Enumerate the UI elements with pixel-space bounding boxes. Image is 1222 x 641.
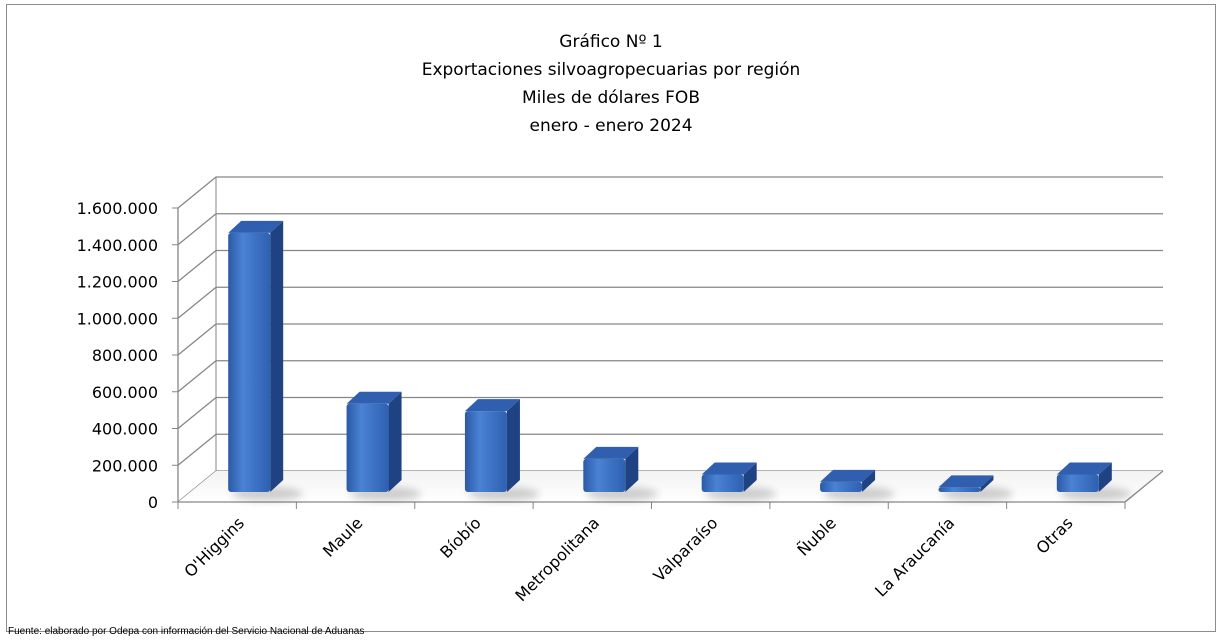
y-tick-label: 400.000 <box>92 420 158 439</box>
bar <box>346 403 389 492</box>
chart-title: Gráfico Nº 1 <box>559 32 663 52</box>
gridline <box>177 433 1163 466</box>
x-category-label: Ñuble <box>794 513 840 559</box>
x-category-label: Metropolitana <box>511 513 603 605</box>
chart-unit-label: Miles de dólares FOB <box>522 88 700 108</box>
gridline <box>177 286 1163 319</box>
bar-top <box>1056 462 1112 475</box>
bar-side <box>388 391 402 492</box>
bar-top <box>228 220 284 233</box>
gridline <box>177 213 1163 246</box>
y-tick-label: 0 <box>148 493 158 512</box>
bar-top <box>583 446 639 459</box>
y-tick-label: 800.000 <box>92 346 158 365</box>
y-tick-label: 1.400.000 <box>77 236 158 255</box>
gridline <box>177 360 1163 393</box>
bar-top <box>938 475 994 488</box>
bar-side <box>1098 462 1112 492</box>
y-tick-label: 1.600.000 <box>77 199 158 218</box>
bar <box>228 232 271 492</box>
bar-side <box>625 446 639 492</box>
bar-side <box>506 399 520 492</box>
bar-top <box>701 462 757 475</box>
bar <box>701 474 744 492</box>
label-layer: 0 200.000 400.000 600.000 800.000 1.000.000 1.… <box>77 199 1077 605</box>
x-category-label: Valparaíso <box>649 513 721 585</box>
bar-layer <box>228 220 1132 501</box>
bar <box>820 481 863 492</box>
bar-top <box>346 391 402 404</box>
bar-side <box>980 475 994 492</box>
gridline <box>177 396 1163 430</box>
x-category-label: Otras <box>1032 513 1076 557</box>
y-tick-label: 1.200.000 <box>77 273 158 292</box>
bar <box>1056 474 1099 492</box>
x-category-label: O'Higgins <box>180 513 248 581</box>
x-category-label: Maule <box>319 513 366 560</box>
x-category-label: Bíobío <box>436 513 485 562</box>
chart-subtitle: Exportaciones silvoagropecuarias por reg… <box>421 60 801 80</box>
bar-top <box>820 469 876 482</box>
y-tick-label: 600.000 <box>92 383 158 402</box>
chart-frame <box>6 4 1216 632</box>
source-note: Fuente: elaborado por Odepa con informac… <box>8 626 365 637</box>
bar-side <box>743 462 757 492</box>
grid-layer <box>177 176 1163 503</box>
bar <box>938 487 981 492</box>
y-tick-label: 200.000 <box>92 456 158 475</box>
floor-right-edge <box>1124 470 1164 503</box>
x-category-label: La Araucanía <box>871 513 958 600</box>
y-tick-label: 1.000.000 <box>77 309 158 328</box>
bar-top <box>464 399 520 412</box>
bar-side <box>270 220 284 492</box>
gridline <box>177 323 1163 356</box>
gridline <box>177 249 1163 283</box>
axis-layer <box>172 177 1164 509</box>
chart-floor <box>178 471 1163 502</box>
bar <box>464 411 507 492</box>
bar-side <box>862 469 876 492</box>
bar <box>583 458 626 492</box>
chart-period-label: enero - enero 2024 <box>529 116 693 136</box>
gridline <box>177 176 1163 209</box>
